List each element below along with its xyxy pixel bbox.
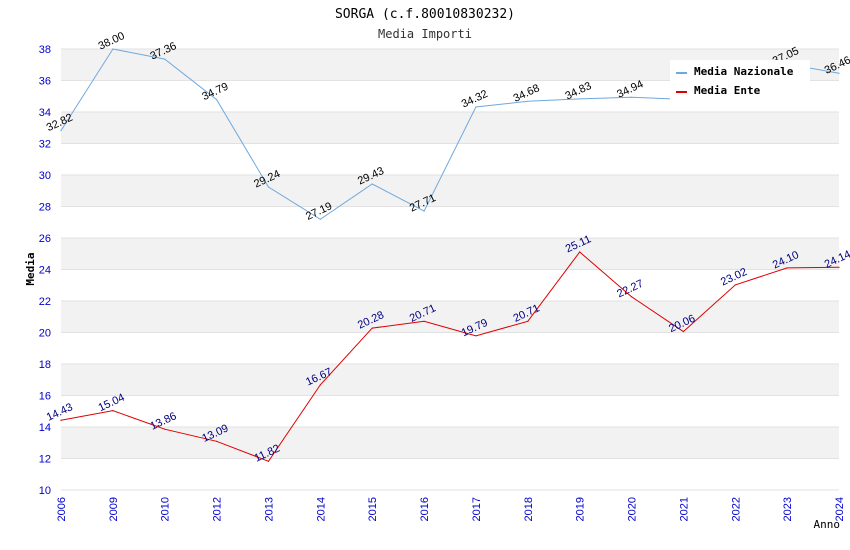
data-point: [630, 96, 633, 98]
data-point: [112, 410, 114, 412]
y-tick-label: 18: [39, 359, 51, 371]
data-point: [838, 72, 840, 74]
data-point: [371, 327, 373, 329]
legend-box: [670, 60, 810, 102]
legend-label-nazionale: Media Nazionale: [694, 65, 794, 78]
y-tick-label: 22: [39, 296, 51, 308]
y-tick-label: 26: [39, 233, 51, 245]
x-tick-label: 2009: [108, 497, 120, 521]
x-tick-label: 2012: [212, 497, 224, 521]
chart-title: SORGA (c.f.80010830232): [335, 7, 515, 22]
x-tick-label: 2016: [419, 497, 431, 521]
grid-band: [61, 238, 839, 270]
y-tick-label: 24: [39, 265, 51, 277]
y-tick-label: 16: [39, 391, 51, 403]
x-tick-label: 2022: [730, 497, 742, 521]
y-tick-label: 10: [39, 485, 51, 497]
x-tick-label: 2013: [263, 497, 275, 521]
x-tick-label: 2021: [678, 497, 690, 521]
y-tick-label: 28: [39, 202, 51, 214]
data-point: [423, 210, 425, 212]
x-tick-label: 2018: [523, 497, 535, 521]
y-tick-label: 12: [39, 454, 51, 466]
x-tick-label: 2014: [315, 497, 327, 521]
grid-band: [61, 332, 839, 364]
x-tick-label: 2015: [367, 497, 379, 521]
data-point: [267, 460, 270, 462]
y-tick-label: 32: [39, 139, 51, 151]
data-point: [319, 218, 321, 220]
x-tick-label: 2017: [471, 497, 483, 521]
y-tick-label: 14: [39, 422, 51, 434]
grid-band: [61, 427, 839, 459]
data-point: [475, 335, 477, 337]
grid-band: [61, 458, 839, 490]
data-point: [734, 284, 736, 286]
x-tick-label: 2020: [627, 497, 639, 521]
data-point: [579, 98, 581, 100]
y-axis-ticks: 10 12 14 16 18 20 22 24 26 28 30 32 34 36 38: [39, 44, 51, 497]
x-tick-label: 2023: [782, 497, 794, 521]
data-point: [267, 186, 270, 188]
data-point: [682, 330, 685, 333]
data-point: [579, 251, 581, 253]
data-point: [319, 384, 321, 386]
data-point: [112, 48, 114, 50]
data-point: [216, 440, 218, 442]
grid-band: [61, 206, 839, 238]
grid-band: [61, 395, 839, 427]
data-point: [838, 266, 840, 268]
data-point: [475, 106, 477, 108]
x-tick-label: 2006: [56, 497, 68, 521]
data-point: [527, 100, 529, 102]
x-tick-label: 2019: [575, 497, 587, 521]
data-point: [164, 428, 166, 430]
data-point: [60, 129, 62, 132]
data-point: [786, 267, 788, 269]
y-tick-label: 38: [39, 44, 51, 56]
y-tick-label: 34: [39, 107, 51, 119]
x-axis-ticks: 2006 2009 2010 2012 2013 2014 2015 2016 2017 2018…: [56, 497, 846, 521]
data-point: [423, 320, 425, 322]
legend: Media Nazionale Media Ente: [670, 60, 810, 102]
data-point: [630, 296, 633, 298]
grid-band: [61, 112, 839, 144]
y-tick-label: 20: [39, 328, 51, 340]
data-point: [371, 183, 373, 185]
series-line: [60, 251, 840, 462]
grid-band: [61, 364, 839, 396]
x-tick-label: 2010: [160, 497, 172, 521]
data-point: [527, 320, 529, 322]
y-tick-label: 30: [39, 170, 51, 182]
grid-band: [61, 301, 839, 333]
y-axis-label: Media: [24, 252, 37, 285]
data-point: [216, 98, 218, 101]
x-axis-label: Anno: [814, 518, 841, 531]
grid-band: [61, 269, 839, 301]
x-tick-label: 2024: [834, 497, 846, 521]
y-tick-label: 36: [39, 76, 51, 88]
chart-subtitle: Media Importi: [378, 27, 472, 41]
data-point: [164, 58, 166, 60]
data-point: [60, 419, 62, 421]
grid-bands: [61, 48, 839, 491]
legend-label-ente: Media Ente: [694, 84, 761, 97]
grid-band: [61, 175, 839, 207]
